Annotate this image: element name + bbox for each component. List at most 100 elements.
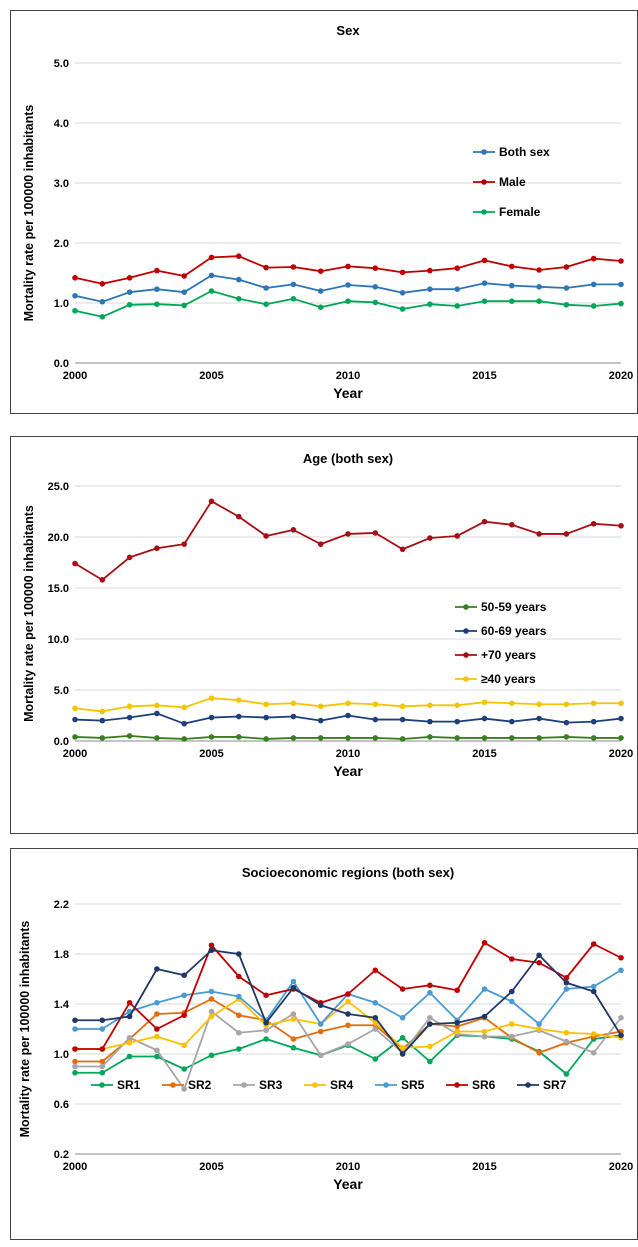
data-point [590,983,597,990]
x-tick-label: 2000 [63,748,87,760]
data-point [509,282,515,289]
data-point [263,285,269,291]
data-point [345,1022,351,1029]
data-point [208,1008,215,1015]
data-point [236,993,242,1000]
data-point [126,275,133,281]
data-point [427,535,433,541]
data-point [372,716,379,723]
data-point [618,715,624,722]
data-point [72,734,78,740]
data-point [317,1002,324,1009]
y-tick-label: 4.0 [54,118,69,130]
data-point [317,268,324,275]
y-tick-label: 5.0 [54,58,69,70]
data-point [481,735,488,741]
data-point [481,1028,488,1035]
data-point [481,257,488,264]
legend-marker [481,149,487,155]
data-point [481,518,488,525]
data-point [99,1063,106,1070]
data-point [99,577,106,583]
data-point [126,1039,133,1046]
data-point [99,1017,106,1024]
data-point [290,1044,297,1051]
data-point [372,284,379,290]
data-point [236,734,242,740]
data-point [290,984,297,991]
data-point [590,988,597,995]
data-point [536,735,542,741]
data-point [99,1046,106,1052]
data-point [181,273,187,279]
data-point [236,513,242,520]
data-point [99,717,106,724]
data-point [99,1026,106,1032]
data-point [290,527,297,533]
x-tick-label: 2015 [472,748,496,760]
data-point [481,280,488,287]
data-point [399,703,406,710]
data-point [563,1029,570,1036]
data-point [481,298,488,305]
y-tick-label: 2.0 [54,238,69,250]
data-point [509,988,515,995]
data-point [345,531,351,537]
data-point [317,304,324,311]
data-point [481,715,488,722]
legend-label: SR3 [259,1078,283,1092]
x-tick-label: 2020 [609,748,633,760]
data-point [372,999,379,1006]
data-point [236,1046,242,1052]
data-point [345,263,351,270]
data-point [126,1034,133,1041]
y-tick-label: 25.0 [48,481,69,493]
data-point [454,533,461,539]
x-tick-label: 2010 [336,748,360,760]
data-point [208,947,215,954]
data-point [563,701,570,708]
data-point [536,959,542,966]
data-point [290,296,297,302]
data-point [536,267,542,273]
data-point [236,1012,242,1019]
data-point [427,718,433,725]
data-point [536,701,542,708]
data-point [263,264,269,271]
x-tick-label: 2020 [609,370,633,382]
data-point [590,281,597,288]
data-point [290,978,297,985]
data-point [427,267,433,274]
legend-marker [99,1082,105,1088]
data-point [427,702,433,709]
data-point [427,734,433,740]
data-point [317,288,324,294]
chart-sex: Sex 0.0 1.0 2.0 3.0 4.0 5.0 2000 2005 2010 2015 202… [22,23,633,401]
data-point [99,299,106,305]
data-point [154,301,160,308]
data-point [72,1026,78,1032]
data-point [372,1019,379,1026]
data-point [618,300,624,307]
legend-marker [481,179,487,185]
legend-label: 60-69 years [481,624,547,638]
data-point [72,560,78,567]
legend-marker [463,652,469,658]
data-point [72,275,78,281]
data-point [154,286,160,293]
data-point [618,1014,624,1021]
data-point [563,285,570,291]
data-point [399,736,406,742]
data-point [181,704,187,711]
chart-panel-socioeconomic-regions: Socioeconomic regions (both sex) 0.2 0.6 1.… [10,848,638,1240]
data-point [427,286,433,293]
data-point [454,735,461,741]
data-point [99,735,106,741]
data-point [399,1051,406,1057]
y-tick-label: 15.0 [48,583,69,595]
data-point [72,716,78,723]
x-tick-label: 2015 [472,1161,496,1173]
data-point [345,1011,351,1017]
data-point [99,314,106,320]
data-point [236,713,242,720]
